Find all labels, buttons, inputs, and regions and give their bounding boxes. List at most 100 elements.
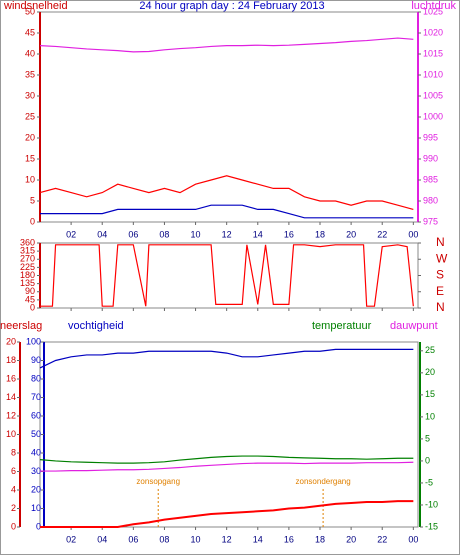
y-tick-label: 0	[30, 216, 35, 226]
x-tick-label: 20	[346, 534, 356, 544]
y-tick-label: 0	[425, 455, 430, 465]
annotation: zonsondergang	[296, 477, 351, 486]
y-tick-label: 10	[6, 429, 16, 439]
y-tick-label: 5	[425, 433, 430, 443]
rain-label: neerslag	[0, 320, 42, 332]
y-tick-label: 360	[20, 237, 35, 247]
y-tick-label: 20	[6, 336, 16, 346]
chart-title: 24 hour graph day : 24 February 2013	[139, 0, 324, 12]
y-tick-label: 20	[425, 367, 435, 377]
x-tick-label: 14	[253, 534, 263, 544]
x-tick-label: 06	[128, 534, 138, 544]
humidity-label: vochtigheid	[68, 320, 124, 332]
x-tick-label: 18	[315, 229, 325, 239]
x-tick-label: 08	[159, 229, 169, 239]
y-tick-label: 1000	[423, 111, 443, 121]
x-tick-label: 14	[253, 229, 263, 239]
series-line	[39, 37, 414, 53]
x-tick-label: 12	[222, 229, 232, 239]
x-tick-label: 10	[191, 229, 201, 239]
y-tick-label: 16	[6, 373, 16, 383]
y-tick-label: S	[436, 268, 444, 282]
y-tick-label: 985	[423, 174, 438, 184]
y-tick-label: 2	[11, 503, 16, 513]
y-tick-label: 12	[6, 410, 16, 420]
y-tick-label: 1010	[423, 69, 443, 79]
y-tick-label: 45	[25, 294, 35, 304]
y-tick-label: 50	[25, 6, 35, 16]
y-tick-label: 1025	[423, 6, 443, 16]
x-tick-label: 00	[408, 534, 418, 544]
y-tick-label: 35	[25, 69, 35, 79]
x-tick-label: 22	[377, 229, 387, 239]
series-line	[40, 244, 414, 307]
y-tick-label: 270	[20, 254, 35, 264]
y-tick-label: 6	[11, 466, 16, 476]
annotation: zonsopgang	[136, 477, 180, 486]
y-tick-label: 315	[20, 246, 35, 256]
x-tick-label: 00	[408, 229, 418, 239]
y-tick-label: 70	[31, 392, 41, 402]
y-tick-label: 15	[25, 153, 35, 163]
y-tick-label: N	[436, 235, 445, 249]
x-tick-label: 16	[284, 534, 294, 544]
y-tick-label: 25	[25, 111, 35, 121]
y-tick-label: 20	[31, 484, 41, 494]
y-tick-label: W	[436, 251, 448, 265]
y-tick-label: N	[436, 300, 445, 314]
y-tick-label: 30	[31, 466, 41, 476]
y-tick-label: 45	[25, 27, 35, 37]
series-line	[40, 500, 414, 528]
wind-label: windsnelheid	[3, 0, 68, 12]
y-tick-label: 1015	[423, 48, 443, 58]
y-tick-label: 40	[25, 48, 35, 58]
x-tick-label: 04	[97, 534, 107, 544]
x-tick-label: 06	[128, 229, 138, 239]
y-tick-label: 0	[30, 302, 35, 312]
y-tick-label: 135	[20, 278, 35, 288]
series-line	[40, 461, 414, 472]
y-tick-label: 4	[11, 484, 16, 494]
y-tick-label: 0	[36, 521, 41, 531]
x-tick-label: 18	[315, 534, 325, 544]
y-tick-label: -10	[425, 499, 438, 509]
y-tick-label: -15	[425, 521, 438, 531]
y-tick-label: 8	[11, 447, 16, 457]
y-tick-label: 980	[423, 195, 438, 205]
y-tick-label: -5	[425, 477, 433, 487]
series-line	[39, 455, 414, 464]
x-tick-label: 02	[66, 534, 76, 544]
y-tick-label: 975	[423, 216, 438, 226]
x-tick-label: 16	[284, 229, 294, 239]
y-tick-label: 20	[25, 132, 35, 142]
pressure-label: luchtdruk	[411, 0, 456, 12]
x-tick-label: 04	[97, 229, 107, 239]
y-tick-label: 1020	[423, 27, 443, 37]
y-tick-label: 225	[20, 262, 35, 272]
x-tick-label: 20	[346, 229, 356, 239]
x-tick-label: 12	[222, 534, 232, 544]
y-tick-label: 1005	[423, 90, 443, 100]
series-line	[39, 175, 414, 210]
plot-area	[39, 341, 419, 528]
y-tick-label: 15	[425, 389, 435, 399]
y-tick-label: 990	[423, 153, 438, 163]
y-tick-label: 80	[31, 373, 41, 383]
x-tick-label: 22	[377, 534, 387, 544]
y-tick-label: 0	[11, 521, 16, 531]
temperature-label: temperatuur	[312, 320, 372, 332]
dewpoint-label: dauwpunt	[390, 320, 438, 332]
y-tick-label: 50	[31, 429, 41, 439]
y-tick-label: 60	[31, 410, 41, 420]
y-tick-label: 10	[31, 503, 41, 513]
y-tick-label: 995	[423, 132, 438, 142]
y-tick-label: 90	[31, 355, 41, 365]
series-line	[39, 348, 414, 369]
y-tick-label: 100	[26, 336, 41, 346]
y-tick-label: 10	[25, 174, 35, 184]
y-tick-label: 180	[20, 270, 35, 280]
y-tick-label: 25	[425, 345, 435, 355]
series-line	[40, 204, 414, 219]
